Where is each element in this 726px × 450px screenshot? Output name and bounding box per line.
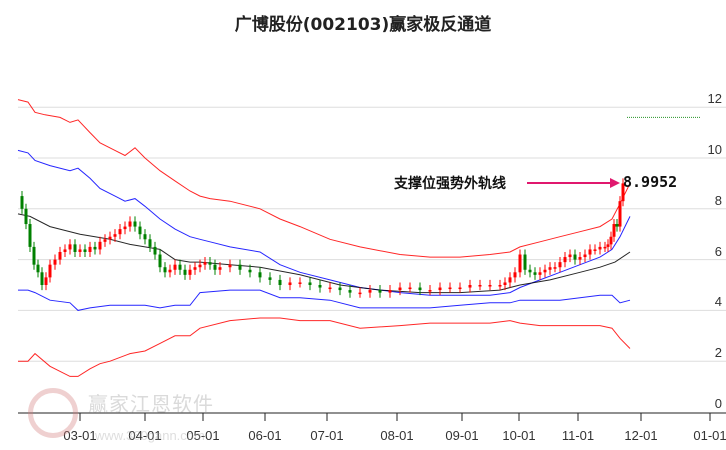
x-axis-ticks	[79, 413, 711, 421]
candlesticks	[20, 178, 625, 298]
y-tick-label: 12	[707, 91, 722, 107]
annotation-label: 支撑位强势外轨线	[394, 176, 506, 192]
x-tick-label: 08-01	[380, 428, 414, 443]
x-tick-label: 05-01	[186, 428, 220, 443]
y-tick-label: 4	[714, 294, 722, 310]
x-tick-label: 04-01	[128, 428, 162, 443]
y-tick-label: 10	[707, 142, 722, 157]
annotation-value: 8.9952	[623, 173, 678, 191]
annotation-arrow	[527, 178, 620, 188]
x-tick-label: 12-01	[624, 428, 658, 443]
x-tick-label: 01-01	[693, 428, 726, 443]
x-tick-label: 03-01	[63, 428, 97, 443]
y-tick-label: 6	[714, 243, 722, 259]
x-tick-label: 09-01	[445, 428, 479, 443]
y-tick-label: 0	[714, 396, 722, 411]
gridlines	[18, 106, 726, 362]
x-tick-label: 06-01	[248, 428, 282, 443]
x-tick-label: 11-01	[561, 428, 595, 443]
watermark-url: www.360gann.com	[95, 428, 205, 443]
chart-title: 广博股份(002103)赢家极反通道	[234, 15, 492, 35]
x-tick-label: 10-01	[502, 428, 536, 443]
x-tick-label: 07-01	[310, 428, 344, 443]
y-tick-label: 2	[714, 345, 722, 361]
y-tick-label: 8	[714, 192, 722, 208]
watermark-seal-icon	[28, 388, 78, 438]
watermark-brand: 赢家江恩软件	[88, 392, 214, 416]
